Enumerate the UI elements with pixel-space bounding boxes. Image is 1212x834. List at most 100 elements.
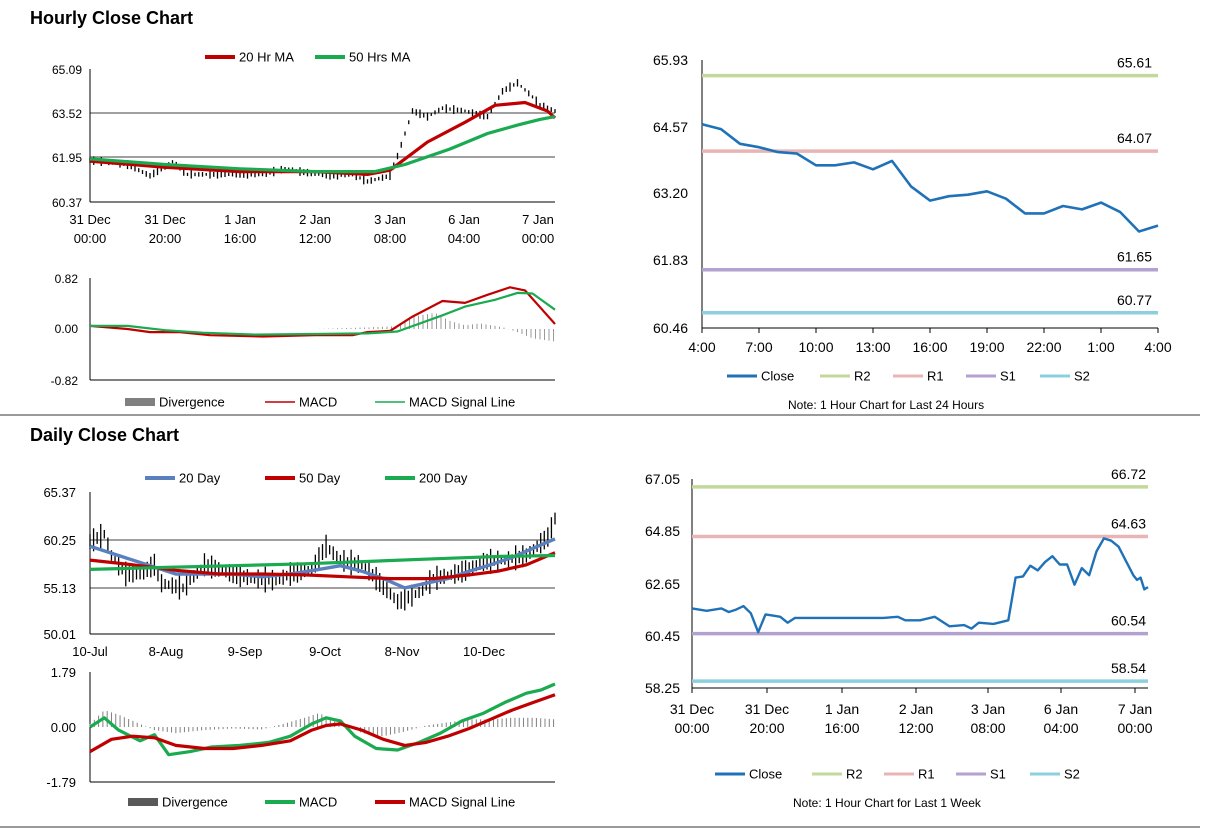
daily-price-x-tick: 8-Aug — [149, 644, 184, 659]
daily-price-x-tick: 8-Nov — [385, 644, 420, 659]
hourly-week-x-tick-time: 08:00 — [970, 720, 1005, 736]
daily-price-x-tick: 10-Dec — [463, 644, 505, 659]
daily-price-y-tick: 65.37 — [43, 485, 76, 500]
hourly-24h-x-tick: 10:00 — [798, 339, 833, 355]
hourly-24h-x-tick: 1:00 — [1087, 339, 1114, 355]
hourly-week-y-tick: 62.65 — [645, 576, 680, 592]
hourly-price-x-tick: 2 Jan — [299, 212, 331, 227]
hourly-week-x-tick-time: 12:00 — [898, 720, 933, 736]
daily-macd-legend-signal-label: MACD Signal Line — [409, 795, 515, 810]
hourly-24h-x-tick: 19:00 — [969, 339, 1004, 355]
hourly-macd-legend-macd-label: MACD — [299, 395, 337, 410]
hourly-week-level-label-s2: 58.54 — [1111, 660, 1146, 676]
daily-200day-line — [89, 553, 556, 571]
daily-legend-200day-label: 200 Day — [419, 471, 468, 486]
hourly-24h-close-line — [701, 122, 1159, 233]
hourly-week-legend-r1-label: R1 — [918, 767, 935, 782]
hourly-week-level-label-s1: 60.54 — [1111, 613, 1146, 629]
hourly-macd-signal-line — [90, 291, 556, 336]
hourly-macd-line — [89, 286, 556, 338]
daily-macd-y-tick: -1.79 — [46, 775, 76, 790]
hourly-legend-20hr-label: 20 Hr MA — [239, 50, 294, 65]
hourly-week-x-tick: 7 Jan — [1118, 701, 1152, 717]
hourly-24h-legend-s2-label: S2 — [1074, 369, 1090, 384]
hourly-price-x-tick-time: 12:00 — [299, 231, 332, 246]
hourly-week-y-tick: 58.25 — [645, 680, 680, 696]
hourly-price-x-tick: 31 Dec — [144, 212, 186, 227]
hourly-week-x-tick-time: 20:00 — [749, 720, 784, 736]
hourly-24h-y-tick: 64.57 — [653, 119, 688, 135]
hourly-week-x-tick: 6 Jan — [1044, 701, 1078, 717]
hourly-price-x-tick-time: 20:00 — [149, 231, 182, 246]
hourly-24h-level-label-r2: 65.61 — [1117, 55, 1152, 71]
hourly-price-y-tick: 63.52 — [52, 107, 82, 121]
hourly-macd-legend-divergence-swatch — [125, 398, 155, 406]
hourly-24h-level-label-s1: 61.65 — [1117, 249, 1152, 265]
daily-section-title: Daily Close Chart — [30, 425, 180, 445]
hourly-24h-legend-r2-label: R2 — [854, 369, 871, 384]
hourly-24h-legend-s1-label: S1 — [1000, 369, 1016, 384]
hourly-24h-y-tick: 65.93 — [653, 52, 688, 68]
hourly-24h-legend-close-label: Close — [761, 369, 794, 384]
hourly-macd-y-tick: 0.00 — [55, 322, 79, 336]
hourly-week-legend-s2-label: S2 — [1064, 767, 1080, 782]
hourly-price-y-tick: 60.37 — [52, 196, 82, 210]
daily-macd-signal-line — [89, 693, 556, 753]
daily-price-y-tick: 60.25 — [43, 533, 76, 548]
hourly-legend-50hrs-label: 50 Hrs MA — [349, 50, 411, 65]
hourly-price-x-tick-time: 00:00 — [522, 231, 555, 246]
bottom-divider — [0, 826, 1200, 828]
daily-macd-legend-macd-label: MACD — [299, 795, 337, 810]
hourly-24h-note: Note: 1 Hour Chart for Last 24 Hours — [788, 398, 985, 412]
hourly-24h-level-label-r1: 64.07 — [1117, 130, 1152, 146]
hourly-20hr-ma-line — [89, 100, 557, 176]
daily-macd-y-tick: 1.79 — [51, 665, 76, 680]
hourly-24h-x-tick: 4:00 — [1144, 339, 1171, 355]
hourly-macd-y-tick: 0.82 — [55, 272, 79, 286]
hourly-section-title: Hourly Close Chart — [30, 8, 194, 28]
daily-legend-20day-label: 20 Day — [179, 471, 221, 486]
hourly-price-x-tick: 7 Jan — [522, 212, 554, 227]
hourly-week-legend-r2-label: R2 — [846, 767, 863, 782]
hourly-week-x-tick: 31 Dec — [670, 701, 714, 717]
daily-price-x-tick: 9-Sep — [228, 644, 263, 659]
daily-price-y-tick: 50.01 — [43, 627, 76, 642]
hourly-week-legend-close-label: Close — [749, 767, 782, 782]
hourly-price-x-tick-time: 08:00 — [374, 231, 407, 246]
hourly-week-level-label-r1: 64.63 — [1111, 515, 1146, 531]
hourly-24h-level-label-s2: 60.77 — [1117, 292, 1152, 308]
hourly-week-x-tick: 31 Dec — [745, 701, 789, 717]
daily-price-x-tick: 10-Jul — [72, 644, 108, 659]
hourly-week-x-tick-time: 00:00 — [1117, 720, 1152, 736]
hourly-price-y-tick: 65.09 — [52, 63, 82, 77]
hourly-24h-x-tick: 16:00 — [912, 339, 947, 355]
hourly-week-x-tick-time: 04:00 — [1043, 720, 1078, 736]
hourly-24h-legend-r1-label: R1 — [927, 369, 944, 384]
daily-50day-line — [89, 551, 556, 581]
hourly-week-x-tick: 3 Jan — [971, 701, 1005, 717]
daily-macd-legend-divergence-swatch — [128, 798, 158, 806]
hourly-week-y-tick: 64.85 — [645, 523, 680, 539]
hourly-24h-y-tick: 61.83 — [653, 252, 688, 268]
hourly-24h-y-tick: 63.20 — [653, 185, 688, 201]
hourly-price-x-tick: 1 Jan — [224, 212, 256, 227]
hourly-price-x-tick-time: 00:00 — [74, 231, 107, 246]
hourly-week-x-tick-time: 00:00 — [674, 720, 709, 736]
daily-price-x-tick: 9-Oct — [309, 644, 341, 659]
hourly-price-x-tick: 3 Jan — [374, 212, 406, 227]
hourly-macd-y-tick: -0.82 — [51, 374, 79, 388]
hourly-week-x-tick: 1 Jan — [825, 701, 859, 717]
hourly-macd-legend-divergence-label: Divergence — [159, 395, 225, 410]
hourly-24h-x-tick: 4:00 — [688, 339, 715, 355]
hourly-week-x-tick-time: 16:00 — [824, 720, 859, 736]
hourly-24h-x-tick: 13:00 — [855, 339, 890, 355]
hourly-24h-y-tick: 60.46 — [653, 320, 688, 336]
hourly-week-legend-s1-label: S1 — [990, 767, 1006, 782]
hourly-week-y-tick: 67.05 — [645, 471, 680, 487]
daily-macd-legend-divergence-label: Divergence — [162, 795, 228, 810]
hourly-week-close-line — [691, 537, 1149, 634]
hourly-week-x-tick: 2 Jan — [899, 701, 933, 717]
hourly-price-x-tick: 31 Dec — [69, 212, 111, 227]
hourly-price-x-tick-time: 04:00 — [448, 231, 481, 246]
